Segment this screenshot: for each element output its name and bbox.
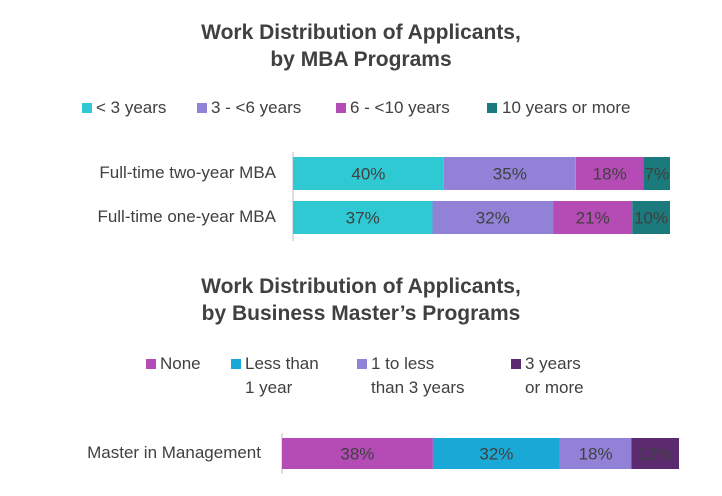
- chart1-title-line1: Work Distribution of Applicants,: [201, 21, 521, 44]
- chart2-bar-row0-seg1: [432, 438, 560, 469]
- chart1-legend-swatch-lt3: [82, 103, 92, 113]
- chart1-bar-row1-seg0: [293, 201, 433, 234]
- chart1-value-label-row1-seg2: 21%: [576, 209, 610, 228]
- chart1-legend-swatch-10plus: [487, 103, 497, 113]
- chart1-title-line2: by MBA Programs: [270, 48, 452, 71]
- chart2-legend-lt1-line1: Less than: [245, 354, 319, 373]
- chart1-value-label-row0-seg0: 40%: [351, 165, 385, 184]
- chart2-value-label-row0-seg3: 12%: [638, 445, 672, 464]
- chart2-category-label-mim: Master in Management: [87, 443, 261, 462]
- chart2-legend-swatch-3plus: [511, 359, 521, 369]
- chart1-legend-swatch-3to6: [197, 103, 207, 113]
- chart1-bar-row1-seg2: [553, 201, 633, 234]
- chart1-bar-row0-seg2: [575, 157, 644, 190]
- chart2-legend-swatch-1to3: [357, 359, 367, 369]
- chart2-value-label-row0-seg2: 18%: [579, 445, 613, 464]
- chart1-category-label-two-year: Full-time two-year MBA: [99, 163, 276, 182]
- chart2-value-label-row0-seg0: 38%: [340, 445, 374, 464]
- chart2-legend-none: None: [160, 354, 201, 373]
- chart2-legend-swatch-lt1: [231, 359, 241, 369]
- chart2-value-label-row0-seg1: 32%: [479, 445, 513, 464]
- chart1-legend-10plus: 10 years or more: [502, 98, 631, 117]
- chart2-legend-3plus-line2: or more: [525, 378, 584, 397]
- chart2-bar-row0-seg2: [559, 438, 632, 469]
- chart2-legend-1to3-line2: than 3 years: [371, 378, 465, 397]
- chart1-value-label-row0-seg1: 35%: [493, 165, 527, 184]
- chart1-legend-6to10: 6 - <10 years: [350, 98, 450, 117]
- chart1-value-label-row1-seg3: 10%: [634, 209, 668, 228]
- chart2-legend-swatch-none: [146, 359, 156, 369]
- chart2-legend-lt1-line2: 1 year: [245, 378, 293, 397]
- chart1-category-label-one-year: Full-time one-year MBA: [97, 207, 276, 226]
- chart1-value-label-row0-seg2: 18%: [593, 165, 627, 184]
- chart1-bar-row1-seg3: [632, 201, 670, 234]
- chart1-bar-row1-seg1: [432, 201, 554, 234]
- chart2-bar-row0-seg3: [631, 438, 679, 469]
- chart1-value-label-row1-seg1: 32%: [476, 209, 510, 228]
- chart2-title-line2: by Business Master’s Programs: [201, 302, 521, 325]
- chart1-bar-row0-seg1: [443, 157, 576, 190]
- chart1-bar-row0-seg3: [643, 157, 670, 190]
- chart2-bar-row0-seg0: [282, 438, 433, 469]
- chart1-value-label-row1-seg0: 37%: [346, 209, 380, 228]
- chart1-bar-row0-seg0: [293, 157, 444, 190]
- chart2-legend-3plus-line1: 3 years: [525, 354, 581, 373]
- chart1-legend-swatch-6to10: [336, 103, 346, 113]
- chart1-legend-lt3: < 3 years: [96, 98, 167, 117]
- chart2-title-line1: Work Distribution of Applicants,: [201, 275, 521, 298]
- chart1-value-label-row0-seg3: 7%: [645, 165, 670, 184]
- chart2-legend-1to3-line1: 1 to less: [371, 354, 435, 373]
- chart1-legend-3to6: 3 - <6 years: [211, 98, 302, 117]
